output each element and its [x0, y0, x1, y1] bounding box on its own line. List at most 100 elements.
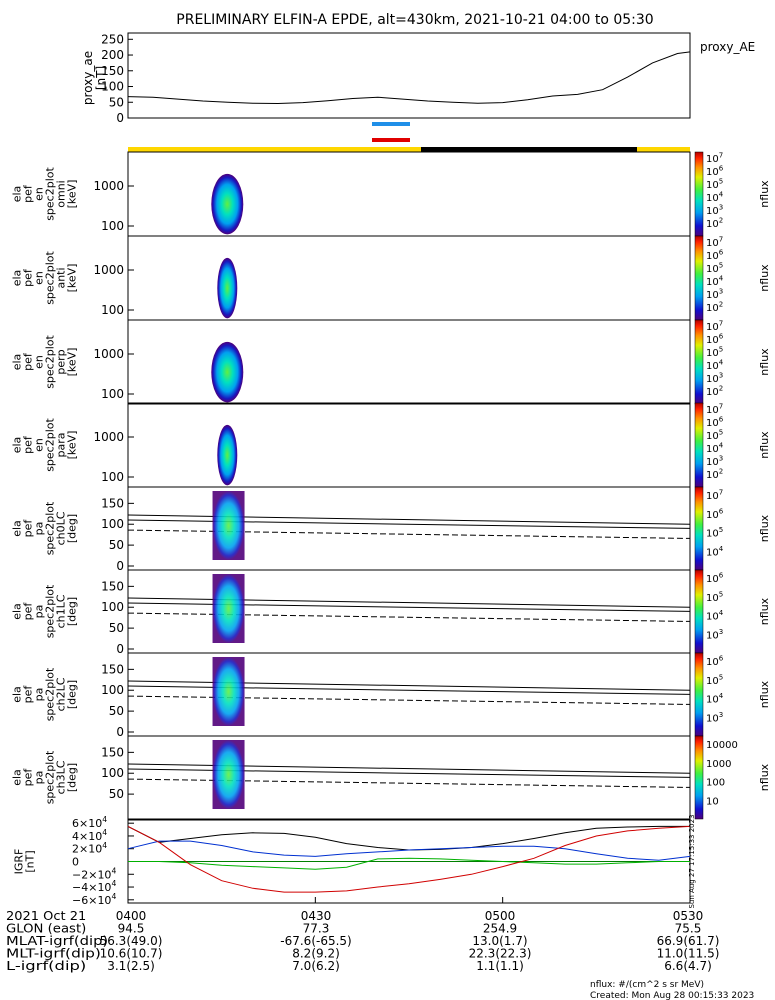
pa-ytick-label: 150: [101, 745, 124, 759]
spec-colorbar-label: 106: [706, 416, 724, 430]
pa-line-mid: [127, 519, 691, 529]
spec-ylabel: elapefenspec2plotperp[keV]: [11, 335, 79, 389]
ae-ylabel: proxy_ae[nT]: [81, 51, 108, 105]
pa-colorbar-label: 100: [706, 778, 725, 789]
spec-ylabel: elapefenspec2plotomni[keV]: [11, 167, 79, 221]
pa-ytick-label: 100: [101, 517, 124, 531]
ephemeris-cell: -67.6(-65.5): [280, 934, 351, 948]
sunlight-bar: [128, 147, 690, 152]
pa-colorbar-label: 105: [706, 526, 723, 540]
spec-ylabel: elapefenspec2plotanti[keV]: [11, 251, 79, 305]
ae-ytick-label: 250: [101, 32, 124, 46]
spec-frame: [127, 235, 691, 321]
pa-frame: [127, 652, 691, 737]
pa-colorbar-title: nflux: [758, 680, 771, 708]
igrf-ytick-label: 0: [72, 856, 79, 869]
pa-colorbar: [694, 486, 704, 571]
pa-ytick-label: 0: [116, 725, 124, 739]
pa-ytick-label: 50: [109, 704, 124, 718]
pa-ytick-label: 150: [101, 579, 124, 593]
ephemeris-cell: 0400: [116, 909, 147, 923]
spec-colorbar-label: 103: [706, 288, 723, 302]
spec-colorbar-title: nflux: [758, 264, 771, 292]
pa-frame: [127, 569, 691, 654]
spec-colorbar-label: 106: [706, 165, 724, 179]
spec-frame: [127, 402, 691, 488]
igrf-series-line: [127, 840, 691, 861]
pa-line-upper: [127, 680, 691, 691]
ephemeris-cell: 94.5: [118, 922, 145, 936]
spec-colorbar: [694, 319, 704, 405]
igrf-series-line: [127, 825, 690, 851]
pa-ytick-label: 100: [101, 600, 124, 614]
spec-ytick-label: 1000: [93, 430, 124, 444]
pa-frame: [127, 486, 691, 571]
spec-colorbar-label: 105: [706, 429, 723, 443]
pa-colorbar-label: 1000: [706, 759, 731, 770]
ephemeris-cell: 0530: [673, 909, 704, 923]
ephemeris-cell: GLON (east): [6, 922, 86, 936]
pa-ytick-label: 150: [101, 496, 124, 510]
pa-colorbar-label: 10: [706, 796, 719, 807]
igrf-ytick-label: −6×104: [72, 892, 116, 907]
ae-series-line: [127, 51, 691, 105]
pitch-angle-panels: 150100500elapefpaspec2plotch0LC[deg]1071…: [11, 486, 771, 820]
pa-data-block: [212, 657, 245, 726]
ephemeris-cell: L-igrf(dip): [6, 959, 86, 973]
spec-colorbar-label: 102: [706, 301, 723, 315]
pa-colorbar: [694, 652, 704, 737]
spec-colorbar-label: 102: [706, 468, 723, 482]
spec-ytick-label: 100: [101, 387, 124, 401]
ephemeris-table: 2021 Oct 21 0400 0430 0500 0530 GLON (east) 94…: [6, 909, 719, 973]
ephemeris-cell: 10.6(10.7): [100, 947, 163, 961]
spec-data-blob: [211, 341, 244, 403]
units-note: nflux: #/(cm^2 s sr MeV): [590, 980, 704, 990]
ephemeris-cell: 22.3(22.3): [469, 947, 532, 961]
pa-ylabel: elapefpaspec2plotch1LC[deg]: [11, 584, 79, 638]
spec-panel: 1000100elapefenspec2plotomni[keV]1071061…: [11, 151, 771, 237]
igrf-side-text: Sun Aug 27 17:15:33 2023: [688, 814, 696, 908]
pa-colorbar: [694, 735, 704, 820]
spec-colorbar-label: 106: [706, 333, 724, 347]
igrf-series-line: [127, 825, 691, 893]
spec-ytick-label: 1000: [93, 263, 124, 277]
pa-ylabel: elapefpaspec2plotch3LC[deg]: [11, 750, 79, 804]
spec-colorbar-label: 104: [706, 442, 724, 456]
spec-colorbar-label: 107: [706, 320, 723, 334]
pa-colorbar-label: 103: [706, 628, 723, 642]
pa-line-mid: [127, 685, 691, 695]
ephemeris-cell: 0500: [485, 909, 516, 923]
energy-spectrogram-panels: 1000100elapefenspec2plotomni[keV]1071061…: [11, 151, 771, 488]
pa-panel: 150 100 50 0 elapefpaspec2plotch1LC[deg] 106 1…: [11, 569, 771, 656]
pa-ytick-label: 0: [116, 642, 124, 656]
science-zone-bar-blue: [372, 122, 410, 126]
spec-colorbar-label: 102: [706, 217, 723, 231]
spec-colorbar-label: 102: [706, 385, 723, 399]
pa-ytick-label: 50: [109, 787, 124, 801]
spec-panel: 1000100elapefenspec2plotanti[keV]1071061…: [11, 235, 771, 321]
igrf-ytick-label: 2×104: [72, 841, 107, 856]
ae-ytick-label: 0: [116, 111, 124, 125]
pa-line-dashed: [127, 778, 691, 788]
pa-colorbar-label: 106: [706, 655, 724, 669]
spec-colorbar-label: 103: [706, 372, 723, 386]
spec-panel: 1000100elapefenspec2plotpara[keV]1071061…: [11, 402, 771, 488]
ephemeris-cell: 3.1(2.5): [107, 959, 155, 973]
pa-colorbar-title: nflux: [758, 514, 771, 542]
igrf-ytick-label: 6×104: [72, 815, 107, 830]
spec-colorbar-label: 105: [706, 346, 723, 360]
spec-ytick-label: 100: [101, 219, 124, 233]
pa-ytick-label: 100: [101, 766, 124, 780]
ephemeris-cell: 75.5: [675, 922, 702, 936]
pa-data-block: [212, 740, 245, 809]
eclipse-bar: [421, 147, 637, 152]
spec-colorbar-label: 103: [706, 455, 723, 469]
pa-ytick-label: 150: [101, 662, 124, 676]
ae-ytick-label: 100: [101, 80, 124, 94]
ae-ytick-label: 200: [101, 48, 124, 62]
ae-frame: [127, 32, 691, 119]
plot-title: PRELIMINARY ELFIN-A EPDE, alt=430km, 202…: [176, 12, 653, 28]
spec-colorbar-label: 104: [706, 359, 724, 373]
